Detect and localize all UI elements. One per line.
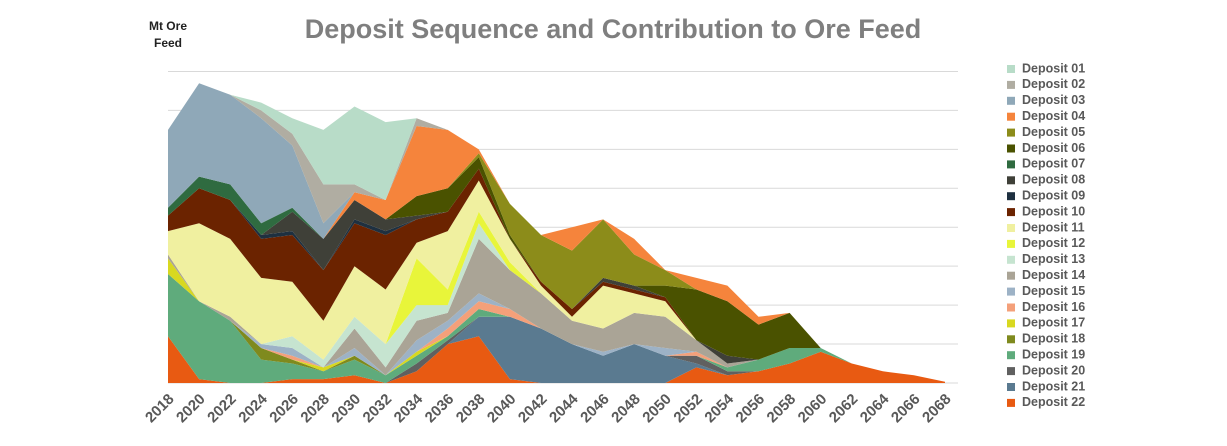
- legend-label: Deposit 21: [1022, 379, 1085, 393]
- legend-label: Deposit 18: [1022, 332, 1085, 346]
- legend-swatch: [1007, 208, 1015, 217]
- legend-label: Deposit 12: [1022, 236, 1085, 250]
- x-tick-label: 2028: [297, 391, 333, 427]
- legend-swatch: [1007, 367, 1015, 376]
- area: [168, 274, 945, 383]
- legend-swatch: [1007, 383, 1015, 391]
- legend-swatch: [1007, 112, 1015, 121]
- area: [168, 83, 945, 382]
- x-tick-label: 2032: [360, 391, 396, 427]
- legend-label: Deposit 08: [1022, 173, 1085, 187]
- legend-label: Deposit 13: [1022, 252, 1085, 266]
- y-axis-label: Mt Ore Feed: [148, 19, 187, 50]
- x-tick-label: 2024: [235, 390, 271, 426]
- legend-label: Deposit 09: [1022, 188, 1085, 202]
- legend-label: Deposit 22: [1022, 395, 1085, 409]
- legend-swatch: [1007, 224, 1015, 232]
- area: [168, 336, 945, 383]
- x-tick-label: 2022: [204, 391, 240, 427]
- legend-swatch: [1007, 335, 1015, 344]
- area: [168, 168, 945, 382]
- legend-swatch: [1007, 144, 1015, 153]
- legend-swatch: [1007, 96, 1015, 105]
- area: [168, 126, 945, 382]
- legend-label: Deposit 07: [1022, 157, 1085, 171]
- x-tick-label: 2060: [795, 391, 831, 427]
- legend-swatch: [1007, 398, 1015, 407]
- x-tick-label: 2036: [422, 391, 458, 427]
- legend-label: Deposit 20: [1022, 363, 1085, 377]
- x-tick-label: 2046: [577, 391, 613, 427]
- legend-swatch: [1007, 287, 1015, 296]
- legend-label: Deposit 17: [1022, 316, 1085, 330]
- legend-swatch: [1007, 128, 1015, 137]
- x-tick-label: 2066: [888, 391, 924, 427]
- legend-label: Deposit 10: [1022, 204, 1085, 218]
- x-tick-label: 2048: [608, 391, 644, 427]
- x-tick-label: 2068: [919, 391, 955, 427]
- legend-label: Deposit 15: [1022, 284, 1085, 298]
- x-tick-label: 2040: [484, 391, 520, 427]
- chart-title: Deposit Sequence and Contribution to Ore…: [305, 14, 922, 44]
- legend-swatch: [1007, 303, 1015, 312]
- area: [168, 168, 945, 382]
- area: [168, 83, 945, 382]
- legend-label: Deposit 04: [1022, 109, 1085, 123]
- x-tick-label: 2026: [266, 391, 302, 427]
- legend-swatch: [1007, 80, 1015, 89]
- legend-label: Deposit 16: [1022, 300, 1085, 314]
- x-tick-label: 2054: [701, 390, 737, 426]
- area: [168, 238, 945, 382]
- x-tick-label: 2034: [391, 390, 427, 426]
- legend-label: Deposit 06: [1022, 141, 1085, 155]
- legend-swatch: [1007, 176, 1015, 185]
- legend-label: Deposit 05: [1022, 125, 1085, 139]
- legend-swatch: [1007, 351, 1015, 360]
- x-tick-label: 2018: [142, 391, 178, 427]
- legend-swatch: [1007, 271, 1015, 280]
- x-tick-label: 2050: [639, 391, 675, 427]
- legend-label: Deposit 19: [1022, 347, 1085, 361]
- area: [168, 157, 945, 382]
- x-tick-label: 2064: [857, 390, 893, 426]
- legend-swatch: [1007, 239, 1015, 248]
- x-tick-label: 2038: [453, 391, 489, 427]
- x-tick-label: 2056: [733, 391, 769, 427]
- area: [168, 153, 945, 382]
- legend-swatch: [1007, 160, 1015, 169]
- legend-label: Deposit 02: [1022, 77, 1085, 91]
- legend-label: Deposit 01: [1022, 61, 1085, 75]
- x-tick-label: 2030: [328, 391, 364, 427]
- x-tick-label: 2044: [546, 390, 582, 426]
- legend-label: Deposit 14: [1022, 268, 1085, 282]
- x-tick-label: 2058: [764, 391, 800, 427]
- legend-swatch: [1007, 65, 1015, 73]
- legend-label: Deposit 03: [1022, 93, 1085, 107]
- legend-swatch: [1007, 192, 1015, 201]
- legend-swatch: [1007, 255, 1015, 264]
- area: [168, 316, 945, 383]
- legend-label: Deposit 11: [1022, 220, 1085, 234]
- x-tick-label: 2062: [826, 391, 862, 427]
- legend-swatch: [1007, 319, 1015, 328]
- x-tick-label: 2052: [670, 391, 706, 427]
- x-tick-label: 2042: [515, 391, 551, 427]
- x-tick-label: 2020: [173, 391, 209, 427]
